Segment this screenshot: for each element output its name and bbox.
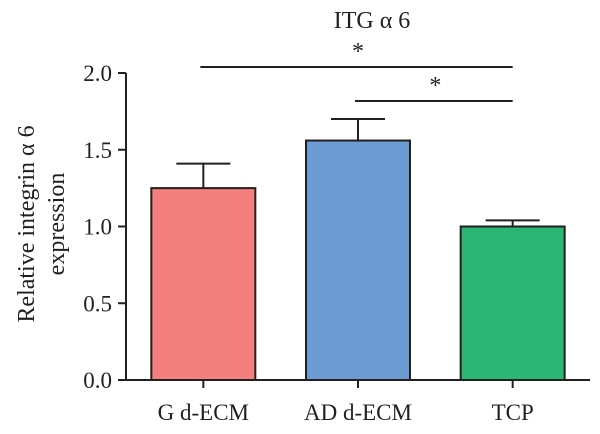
y-axis-label: Relative integrin α 6 expression bbox=[14, 125, 70, 322]
y-tick-label: 1.5 bbox=[83, 138, 112, 163]
y-tick-label: 0.0 bbox=[83, 368, 112, 393]
significance-label: * bbox=[429, 73, 441, 99]
significance-label: * bbox=[352, 39, 364, 65]
x-tick-label: AD d-ECM bbox=[304, 400, 412, 425]
y-tick-label: 2.0 bbox=[83, 61, 112, 86]
y-ticks: 0.0 0.5 1.0 1.5 2.0 bbox=[83, 61, 126, 393]
chart-title: ITG α 6 bbox=[334, 8, 411, 34]
bars bbox=[150, 139, 566, 381]
y-axis-label-line2: expression bbox=[44, 173, 70, 276]
x-tick-labels: G d-ECM AD d-ECM TCP bbox=[158, 380, 534, 425]
significance-brackets: ** bbox=[200, 39, 513, 102]
bar bbox=[459, 225, 566, 381]
y-tick-label: 1.0 bbox=[83, 215, 112, 240]
x-tick-label: G d-ECM bbox=[158, 400, 249, 425]
error-bars bbox=[176, 118, 540, 227]
x-tick-label: TCP bbox=[492, 400, 534, 425]
bar bbox=[150, 187, 257, 381]
y-axis-label-line1: Relative integrin α 6 bbox=[14, 125, 40, 322]
y-tick-label: 0.5 bbox=[83, 291, 112, 316]
bar bbox=[305, 139, 411, 381]
